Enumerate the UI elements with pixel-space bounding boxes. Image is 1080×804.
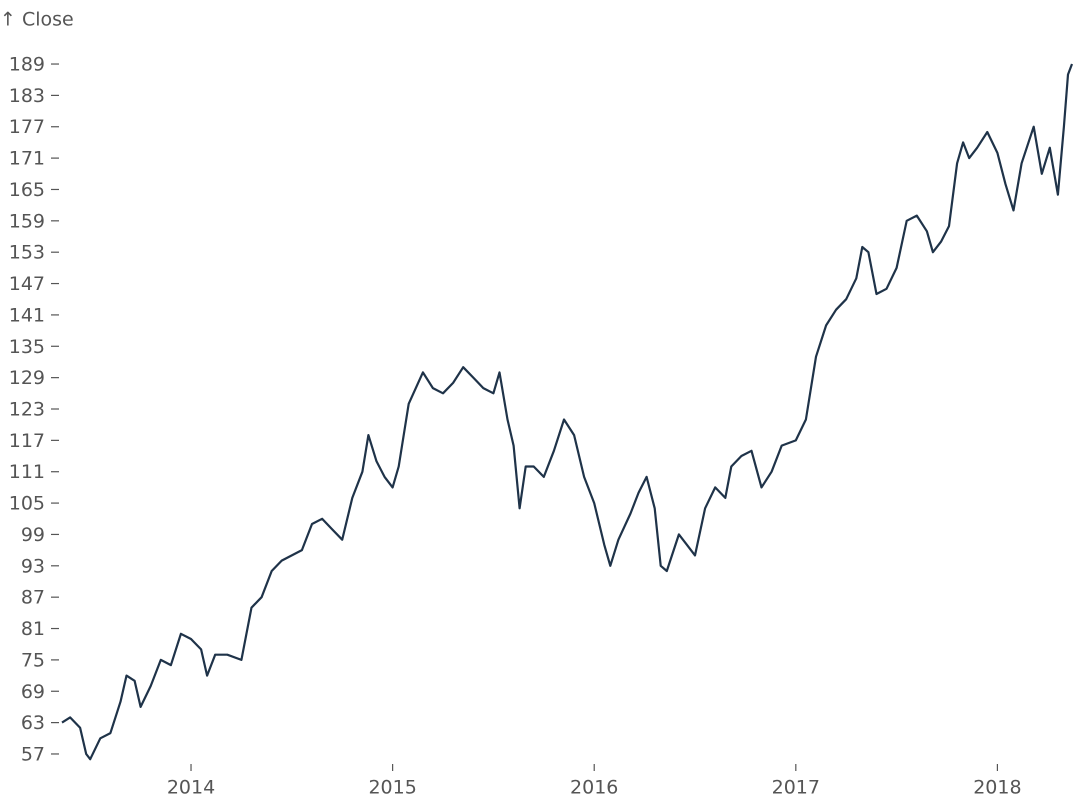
y-tick-label: 183 (9, 85, 45, 107)
y-tick-label: 123 (9, 399, 45, 421)
y-axis-label: ↑ Close (0, 9, 74, 31)
x-tick-label: 2016 (570, 777, 618, 799)
y-tick-label: 165 (9, 179, 45, 201)
y-tick-label: 147 (9, 273, 45, 295)
y-tick-label: 153 (9, 242, 45, 264)
y-tick-label: 189 (9, 54, 45, 76)
y-tick-label: 81 (21, 618, 45, 640)
y-tick-label: 135 (9, 336, 45, 358)
x-tick-label: 2014 (167, 777, 215, 799)
y-tick-label: 171 (9, 148, 45, 170)
y-tick-label: 105 (9, 493, 45, 515)
y-tick-label: 87 (21, 587, 45, 609)
x-tick-label: 2018 (973, 777, 1021, 799)
x-tick-label: 2015 (368, 777, 416, 799)
line (61, 63, 1074, 761)
y-tick-label: 129 (9, 367, 45, 389)
y-tick-label: 63 (21, 712, 45, 734)
x-tick-label: 2017 (772, 777, 820, 799)
y-tick-label: 159 (9, 210, 45, 232)
y-tick-label: 75 (21, 649, 45, 671)
y-tick-label: 117 (9, 430, 45, 452)
y-tick-label: 111 (9, 461, 45, 483)
y-tick-label: 99 (21, 524, 45, 546)
y-tick-label: 141 (9, 304, 45, 326)
y-tick-label: 69 (21, 681, 45, 703)
y-tick-label: 177 (9, 116, 45, 138)
y-tick-label: 93 (21, 555, 45, 577)
y-tick-label: 57 (21, 743, 45, 765)
